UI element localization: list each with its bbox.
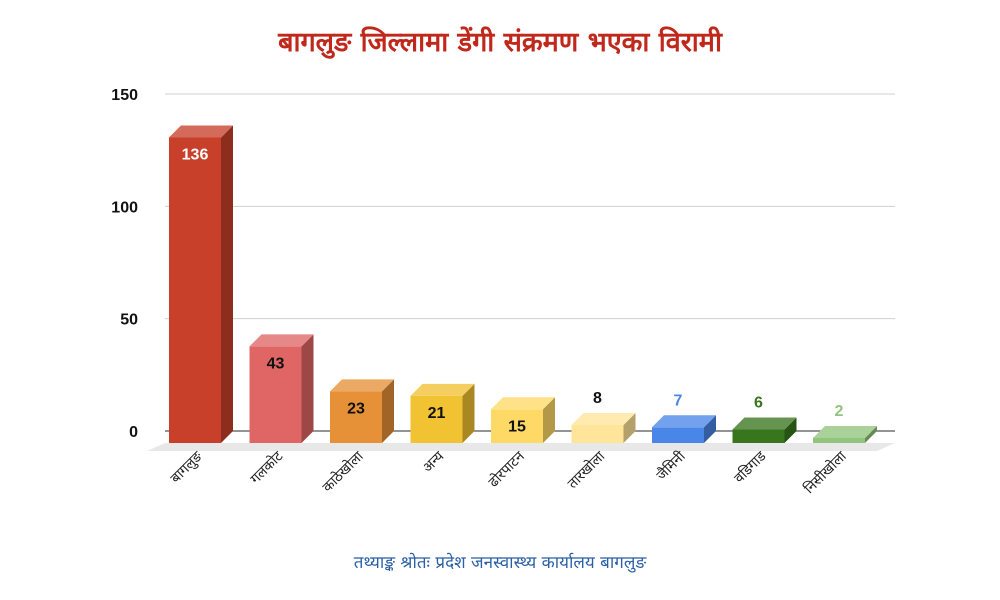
- bar-top: [491, 397, 555, 410]
- bar-side: [784, 417, 797, 443]
- bar-side: [865, 426, 877, 443]
- bar-side: [221, 125, 233, 443]
- bar: [169, 125, 233, 443]
- bar: [813, 426, 877, 443]
- x-tick-label: निसीखोला: [801, 448, 851, 498]
- bar: [732, 417, 797, 443]
- bar-side: [462, 383, 475, 443]
- x-tick-label: काठेखोला: [319, 448, 367, 496]
- data-label: 15: [508, 418, 526, 435]
- bar-side: [623, 413, 636, 443]
- data-label: 8: [593, 390, 602, 407]
- bar-front: [249, 346, 302, 443]
- y-tick-label: 100: [111, 199, 138, 216]
- y-axis-ticks: 0 50 100 150: [111, 87, 138, 441]
- bar-front: [330, 391, 382, 443]
- gridlines: [165, 93, 895, 320]
- x-tick-label: वडिगाड: [731, 447, 770, 486]
- y-tick-label: 50: [120, 312, 138, 329]
- bars: [169, 125, 877, 443]
- bar-top: [571, 413, 636, 426]
- bar: [491, 397, 555, 443]
- bar-side: [382, 379, 394, 443]
- data-label: 7: [674, 392, 683, 409]
- bar-front: [571, 425, 624, 443]
- data-label: 21: [428, 405, 446, 422]
- data-labels: 136 43 23 21 15 8 7 6 2: [182, 146, 844, 435]
- bar: [249, 334, 314, 443]
- floor-shadow: [147, 443, 895, 451]
- bar-top: [732, 417, 797, 430]
- data-label: 6: [754, 395, 763, 412]
- y-tick-label: 150: [111, 87, 138, 104]
- x-tick-label: ढोरपाटन: [485, 448, 528, 491]
- data-label: 43: [267, 355, 285, 372]
- data-label: 136: [182, 146, 209, 163]
- x-tick-label: जैमिनी: [653, 448, 689, 484]
- bar-top: [330, 379, 394, 392]
- x-axis-ticks: बागलुङ गलकोट काठेखोला अन्य ढोरपाटन तारखोला जैम…: [168, 447, 850, 497]
- y-tick-label: 0: [129, 424, 138, 441]
- bar-top: [652, 415, 716, 428]
- bar: [652, 415, 716, 443]
- bar-front: [732, 429, 785, 443]
- x-tick-label: अन्य: [420, 448, 448, 476]
- bar-front: [491, 409, 543, 443]
- bar-front: [813, 438, 865, 443]
- bar-top: [410, 383, 475, 396]
- bar: [571, 413, 636, 443]
- bar-top: [169, 125, 233, 138]
- bar-side: [301, 334, 314, 443]
- x-tick-label: गलकोट: [247, 447, 287, 487]
- bar-top: [813, 426, 877, 438]
- x-tick-label: तारखोला: [564, 448, 608, 492]
- bar: [410, 383, 475, 443]
- bar-side: [543, 397, 555, 443]
- chart-title: बागलुङ जिल्लामा डेंगी संक्रमण भएका विराम…: [278, 27, 722, 58]
- bar-front: [410, 395, 463, 443]
- bar-front: [169, 137, 221, 443]
- source-note: तथ्याङ्क श्रोतः प्रदेश जनस्वास्थ्य कार्य…: [353, 553, 647, 573]
- x-tick-label: बागलुङ: [168, 448, 207, 487]
- data-label: 2: [835, 403, 844, 420]
- bar: [330, 379, 394, 443]
- data-label: 23: [347, 400, 365, 417]
- bar-side: [704, 415, 716, 443]
- bar-top: [249, 334, 314, 347]
- bar-front: [652, 427, 704, 443]
